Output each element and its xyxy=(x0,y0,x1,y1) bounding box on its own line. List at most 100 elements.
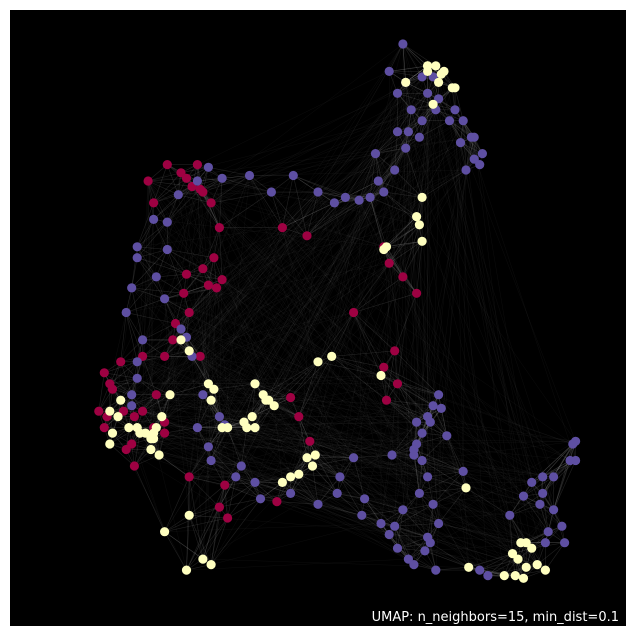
graph-edge xyxy=(427,476,546,571)
graph-edge xyxy=(542,460,576,494)
scatter-point-series-1-93 xyxy=(540,538,551,548)
graph-edge xyxy=(191,356,269,401)
graph-edge xyxy=(142,323,176,341)
graph-edge xyxy=(421,460,467,489)
graph-edge xyxy=(221,279,384,368)
graph-edge xyxy=(153,219,256,483)
graph-edge xyxy=(402,43,516,576)
graph-edge xyxy=(446,435,464,472)
graph-edge xyxy=(136,219,154,258)
graph-edge xyxy=(145,432,464,472)
graph-edge xyxy=(136,221,168,258)
graph-edge xyxy=(175,323,513,554)
graph-edge xyxy=(312,200,360,467)
scatter-point-series-2-57 xyxy=(140,428,150,438)
graph-edge xyxy=(136,246,157,278)
graph-edge xyxy=(126,262,390,313)
graph-edge xyxy=(317,71,428,193)
graph-edge xyxy=(389,65,428,72)
graph-edge xyxy=(317,191,360,201)
graph-edge xyxy=(298,421,431,475)
graph-edge xyxy=(438,408,442,524)
graph-edge xyxy=(164,506,220,532)
graph-edge xyxy=(432,405,448,436)
graph-edge xyxy=(169,383,209,395)
scatter-point-series-0-50 xyxy=(412,288,422,298)
graph-edge xyxy=(441,74,522,543)
scatter-point-series-0-12 xyxy=(217,275,227,285)
scatter-point-series-2-23 xyxy=(313,357,323,367)
graph-edge xyxy=(167,194,179,223)
scatter-point-series-1-110 xyxy=(349,453,359,463)
scatter-point-series-0-46 xyxy=(302,231,312,241)
graph-edge xyxy=(161,104,434,417)
graph-edge xyxy=(106,416,187,571)
graph-edge xyxy=(438,523,521,543)
graph-edge xyxy=(137,131,409,362)
graph-edge xyxy=(210,202,417,294)
graph-edge xyxy=(153,219,417,445)
graph-edge xyxy=(312,465,428,478)
graph-edge xyxy=(265,131,409,401)
graph-edge xyxy=(405,82,563,527)
graph-edge xyxy=(210,460,226,486)
graph-edge xyxy=(216,199,360,289)
graph-edge xyxy=(137,246,168,250)
graph-edge xyxy=(416,216,439,524)
graph-edge xyxy=(202,43,404,395)
graph-edge xyxy=(167,164,179,195)
graph-edge xyxy=(452,87,489,576)
graph-edge xyxy=(430,120,464,423)
graph-edge xyxy=(358,200,434,406)
graph-edge xyxy=(353,312,417,445)
graph-edge xyxy=(136,219,154,379)
scatter-point-series-2-28 xyxy=(261,395,271,405)
graph-edge xyxy=(334,197,371,204)
graph-edge xyxy=(293,175,346,198)
graph-edge xyxy=(405,148,423,198)
graph-edge xyxy=(167,249,214,258)
graph-edge xyxy=(317,120,464,193)
graph-edge xyxy=(427,476,510,516)
graph-edge xyxy=(394,526,409,560)
graph-edge xyxy=(438,441,576,524)
graph-edge xyxy=(317,241,423,362)
graph-edge xyxy=(539,476,554,505)
graph-edge xyxy=(553,460,576,510)
graph-edge xyxy=(153,186,193,204)
scatter-point-series-2-48 xyxy=(105,439,115,449)
graph-edge xyxy=(369,197,417,217)
graph-edge xyxy=(153,109,436,220)
graph-edge xyxy=(416,421,447,437)
graph-edge xyxy=(224,276,404,486)
graph-edge xyxy=(150,449,527,568)
graph-edge xyxy=(465,487,510,516)
graph-edge xyxy=(200,241,423,357)
scatter-point-series-1-55 xyxy=(176,324,186,334)
graph-edge xyxy=(254,405,275,428)
graph-edge xyxy=(136,219,154,247)
graph-edge xyxy=(397,536,428,549)
scatter-point-series-1-72 xyxy=(376,518,386,529)
graph-edge xyxy=(109,383,434,505)
scatter-point-series-1-82 xyxy=(417,455,427,466)
graph-edge xyxy=(142,410,527,568)
scatter-point-series-2-29 xyxy=(269,401,279,411)
scatter-point-series-2-24 xyxy=(327,351,337,361)
graph-edge xyxy=(298,416,308,458)
graph-edge xyxy=(309,441,354,458)
scatter-point-series-1-90 xyxy=(527,477,537,487)
graph-edge xyxy=(186,136,475,338)
graph-edge xyxy=(211,191,272,204)
scatter-point-series-1-91 xyxy=(535,499,545,509)
graph-edge xyxy=(408,537,428,560)
graph-edge xyxy=(405,120,423,149)
graph-edge xyxy=(353,293,417,313)
graph-edge xyxy=(189,476,362,516)
graph-edge xyxy=(241,131,409,467)
graph-edge xyxy=(509,515,527,543)
graph-edge xyxy=(137,312,354,379)
graph-edge xyxy=(293,153,376,176)
graph-edge xyxy=(383,249,417,294)
